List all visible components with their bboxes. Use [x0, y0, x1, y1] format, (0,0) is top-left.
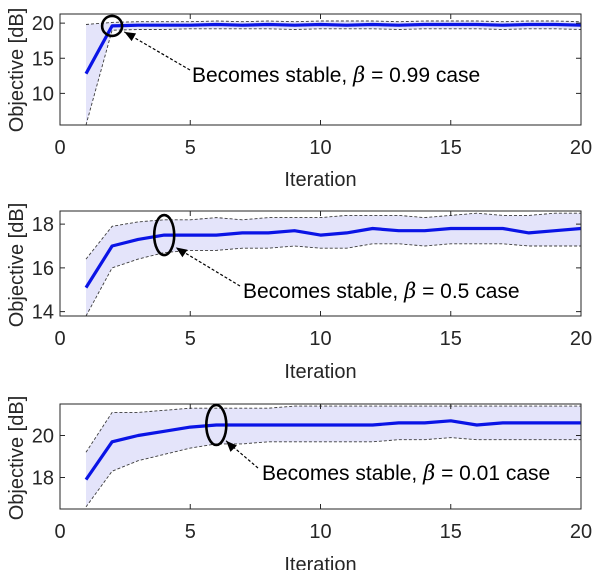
x-tick-label: 0	[54, 328, 65, 350]
y-tick-label: 20	[32, 13, 54, 35]
x-tick-label: 10	[309, 521, 331, 543]
x-axis-label: Iteration	[284, 169, 356, 191]
annotation-text: Becomes stable, β = 0.99 case	[192, 63, 480, 87]
annotation-text: Becomes stable, β = 0.01 case	[262, 461, 550, 485]
chart-panel-1: 0 5 10 15 20 10 15 20 Iteration Objective [dB] Bec…	[6, 8, 592, 191]
y-axis-label: Objective [dB]	[6, 396, 28, 521]
x-tick-label: 20	[570, 521, 592, 543]
mean-line	[84, 419, 581, 481]
annotation-arrowhead	[124, 31, 137, 42]
annotation-arrow-line	[123, 31, 191, 71]
x-tick-label: 15	[440, 137, 462, 159]
annotation-arrowhead	[226, 440, 237, 452]
chart-panel-2: 0 5 10 15 20 14 16 18 Iteration Objective [dB] Bec…	[6, 203, 592, 383]
x-tick-label: 0	[54, 521, 65, 543]
annotation-arrowhead	[175, 247, 188, 258]
y-tick-label: 14	[32, 302, 54, 324]
x-tick-label: 0	[54, 137, 65, 159]
y-axis-label: Objective [dB]	[6, 203, 28, 328]
y-tick-label: 20	[32, 426, 54, 448]
x-tick-label: 15	[440, 328, 462, 350]
x-tick-label: 10	[309, 328, 331, 350]
annotation-prefix: Becomes stable,	[243, 280, 404, 303]
stable-point-ring	[100, 14, 124, 38]
annotation-beta-symbol: β	[422, 461, 435, 485]
x-axis-label: Iteration	[284, 361, 356, 383]
stable-point-ring	[152, 213, 176, 257]
x-tick-label: 5	[185, 521, 196, 543]
mean-line	[84, 226, 582, 289]
annotation-value: = 0.01 case	[435, 462, 550, 485]
annotation-prefix: Becomes stable,	[192, 64, 353, 87]
annotation-arrow-line	[175, 246, 241, 287]
mean-line	[84, 22, 582, 75]
annotation-text: Becomes stable, β = 0.5 case	[243, 279, 520, 303]
y-tick-label: 10	[32, 83, 54, 105]
annotation-value: = 0.5 case	[416, 280, 519, 303]
confidence-band	[86, 406, 581, 507]
annotation-beta-symbol: β	[403, 279, 416, 303]
x-tick-label: 20	[570, 328, 592, 350]
x-tick-label: 10	[309, 137, 331, 159]
stable-point-ring	[205, 403, 228, 447]
chart-panel-3: 0 5 10 15 20 18 20 Iteration Objective [dB] Becom…	[6, 396, 592, 570]
x-tick-label: 5	[185, 328, 196, 350]
x-tick-label: 15	[440, 521, 462, 543]
y-tick-label: 18	[32, 468, 54, 490]
x-tick-label: 20	[570, 137, 592, 159]
y-tick-label: 15	[32, 48, 54, 70]
confidence-band	[86, 213, 581, 316]
y-tick-label: 18	[32, 214, 54, 236]
annotation-prefix: Becomes stable,	[262, 462, 423, 485]
annotation-value: = 0.99 case	[365, 64, 480, 87]
x-tick-label: 5	[185, 137, 196, 159]
annotation-arrow-line	[225, 440, 259, 469]
x-axis-label: Iteration	[284, 554, 356, 570]
band-upper-edge	[85, 20, 582, 25]
y-tick-label: 16	[32, 258, 54, 280]
y-axis-label: Objective [dB]	[6, 8, 28, 133]
annotation-beta-symbol: β	[352, 63, 365, 87]
